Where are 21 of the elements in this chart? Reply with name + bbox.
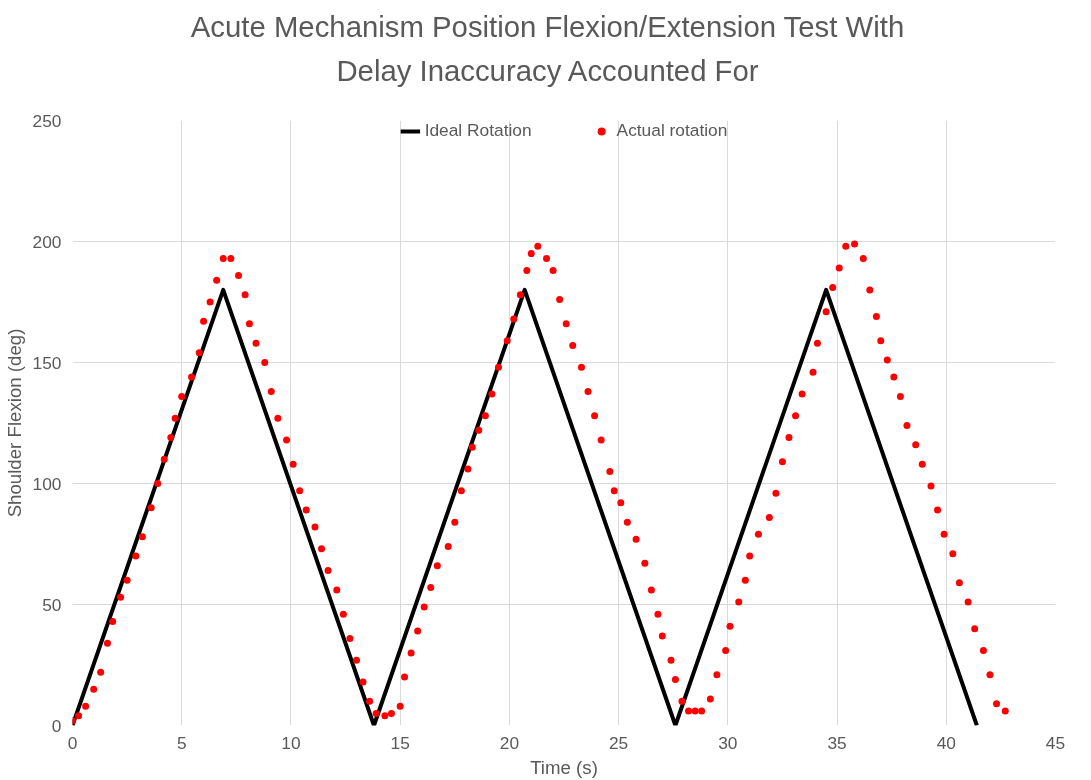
x-tick-label: 25 <box>608 732 629 753</box>
x-tick-label: 45 <box>1045 732 1066 753</box>
x-tick-label: 35 <box>827 732 847 753</box>
y-axis-title: Shoulder Flexion (deg) <box>3 328 25 518</box>
x-tick-label: 15 <box>390 732 410 753</box>
legend-label: Actual rotation <box>616 120 728 141</box>
y-tick-label: 50 <box>42 594 62 615</box>
chart-title: Acute Mechanism Position Flexion/Extension Test With Delay Inaccuracy Accounted For <box>189 9 906 89</box>
x-tick-label: 20 <box>499 732 520 753</box>
x-axis-title: Time (s) <box>530 756 598 778</box>
y-tick-label: 250 <box>32 110 62 131</box>
y-tick-label: 0 <box>51 715 62 736</box>
x-tick-label: 10 <box>281 732 301 753</box>
x-tick-label: 5 <box>176 732 187 753</box>
y-tick-label: 150 <box>32 352 62 373</box>
y-tick-label: 200 <box>32 231 62 252</box>
x-tick-label: 40 <box>936 732 956 753</box>
x-tick-label: 30 <box>718 732 738 753</box>
legend-label: Ideal Rotation <box>424 120 532 141</box>
x-tick-label: 0 <box>67 732 78 753</box>
y-tick-label: 100 <box>32 473 62 494</box>
